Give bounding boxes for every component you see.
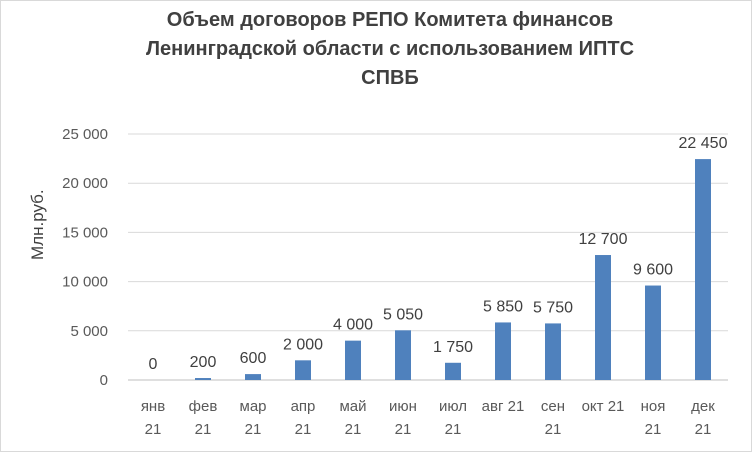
bar <box>295 360 311 380</box>
chart-title-line-2: Ленинградской области с использованием И… <box>145 38 635 60</box>
x-tick-label: апр <box>291 398 316 415</box>
x-tick-label: сен <box>541 398 565 415</box>
data-label: 600 <box>240 350 267 367</box>
bar <box>545 323 561 380</box>
bar <box>345 340 361 380</box>
x-tick-label: 21 <box>445 421 462 438</box>
x-tick-label: май <box>339 398 366 415</box>
x-tick-label: фев <box>189 398 218 415</box>
data-label: 22 450 <box>679 135 728 152</box>
x-tick-label: дек <box>691 398 715 415</box>
bar <box>395 330 411 380</box>
chart-title-line-1: Объем договоров РЕПО Комитета финансов <box>166 9 614 31</box>
bar <box>445 362 461 380</box>
data-label: 5 850 <box>483 298 523 315</box>
y-tick-label: 15 000 <box>62 224 108 241</box>
data-label: 12 700 <box>579 231 628 248</box>
x-tick-label: окт 21 <box>582 398 625 415</box>
x-tick-label: июл <box>439 398 467 415</box>
data-label: 4 000 <box>333 317 373 334</box>
x-tick-label: мар <box>240 398 267 415</box>
bar <box>195 378 211 380</box>
x-tick-label: 21 <box>245 421 262 438</box>
data-label: 5 050 <box>383 306 423 323</box>
x-tick-label: 21 <box>545 421 562 438</box>
x-tick-label: янв <box>141 398 165 415</box>
bar <box>495 322 511 380</box>
y-tick-label: 5 000 <box>70 323 108 340</box>
y-tick-label: 25 000 <box>62 126 108 143</box>
x-tick-label: ноя <box>641 398 666 415</box>
x-tick-label: 21 <box>395 421 412 438</box>
y-tick-label: 10 000 <box>62 274 108 291</box>
bar <box>595 255 611 380</box>
y-tick-label: 0 <box>100 372 108 389</box>
x-tick-label: 21 <box>345 421 362 438</box>
x-tick-label: 21 <box>295 421 312 438</box>
bar <box>695 159 711 380</box>
x-tick-label: 21 <box>145 421 162 438</box>
data-label: 2 000 <box>283 336 323 353</box>
bar <box>245 374 261 380</box>
x-tick-label: 21 <box>695 421 712 438</box>
chart-title: Объем договоров РЕПО Комитета финансов Л… <box>60 6 720 93</box>
x-tick-label: июн <box>389 398 417 415</box>
x-tick-label: авг 21 <box>482 398 525 415</box>
x-tick-label: 21 <box>645 421 662 438</box>
data-label: 9 600 <box>633 262 673 279</box>
data-label: 1 750 <box>433 339 473 356</box>
data-label: 5 750 <box>533 299 573 316</box>
chart-title-line-3: СПВБ <box>361 67 419 89</box>
x-tick-label: 21 <box>195 421 212 438</box>
data-label: 0 <box>149 356 158 373</box>
y-tick-label: 20 000 <box>62 175 108 192</box>
data-label: 200 <box>190 354 217 371</box>
bar <box>645 285 661 380</box>
